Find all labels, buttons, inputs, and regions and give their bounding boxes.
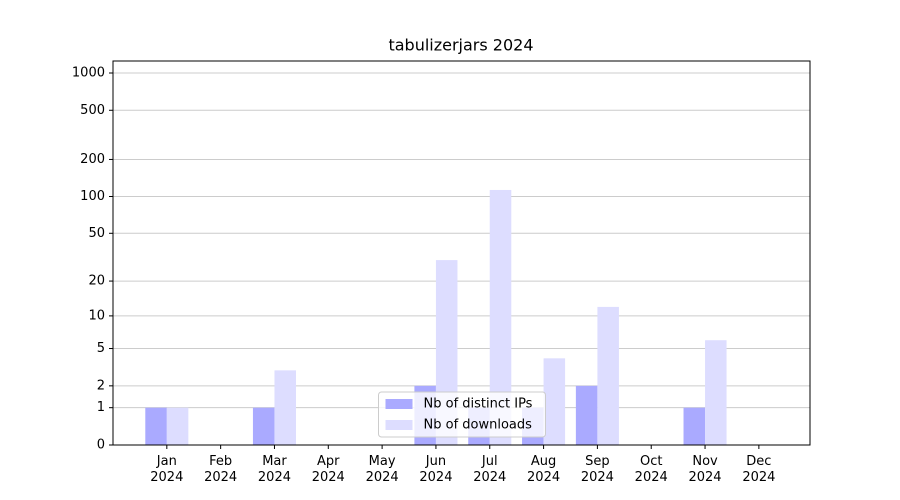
x-tick-label: Feb 2024 bbox=[204, 454, 237, 485]
y-tick-label: 5 bbox=[97, 341, 105, 356]
legend-swatch bbox=[385, 399, 413, 409]
bar bbox=[274, 370, 296, 445]
legend-box bbox=[378, 391, 546, 438]
bar bbox=[543, 358, 566, 445]
legend: Nb of distinct IPs Nb of downloads bbox=[378, 391, 546, 438]
bar bbox=[252, 407, 275, 445]
y-tick-label: 0 bbox=[97, 438, 105, 453]
x-tick-label: Nov 2024 bbox=[688, 454, 721, 485]
x-tick-label: Oct 2024 bbox=[635, 454, 668, 485]
y-tick-label: 50 bbox=[88, 226, 105, 241]
y-tick-label: 500 bbox=[80, 103, 105, 118]
y-tick-label: 1000 bbox=[72, 66, 105, 81]
x-tick-label: Sep 2024 bbox=[581, 454, 614, 485]
y-tick-label: 200 bbox=[80, 152, 105, 167]
x-tick-label: May 2024 bbox=[366, 454, 399, 485]
bar bbox=[575, 385, 598, 445]
y-tick-label: 2 bbox=[97, 378, 105, 393]
x-tick-label: Jul 2024 bbox=[473, 454, 506, 485]
bar bbox=[489, 189, 512, 445]
x-tick-label: Apr 2024 bbox=[312, 454, 345, 485]
legend-label: Nb of downloads bbox=[424, 418, 533, 433]
bar bbox=[705, 340, 727, 445]
x-tick-label: Jan 2024 bbox=[150, 454, 183, 485]
y-tick-label: 1 bbox=[97, 400, 105, 415]
legend-label: Nb of distinct IPs bbox=[424, 397, 533, 412]
chart-title: tabulizerjars 2024 bbox=[388, 36, 533, 55]
bar bbox=[166, 407, 189, 445]
bar bbox=[683, 407, 706, 445]
y-tick-label: 20 bbox=[88, 274, 105, 289]
x-tick-label: Jun 2024 bbox=[419, 454, 452, 485]
plot-frame bbox=[112, 60, 811, 446]
y-tick-label: 100 bbox=[80, 189, 105, 204]
x-tick-label: Dec 2024 bbox=[742, 454, 775, 485]
x-tick-label: Mar 2024 bbox=[258, 454, 291, 485]
y-tick-label: 10 bbox=[88, 308, 105, 323]
bar bbox=[145, 407, 167, 445]
legend-swatch bbox=[385, 420, 413, 430]
x-tick-label: Aug 2024 bbox=[527, 454, 560, 485]
bar bbox=[597, 306, 619, 445]
